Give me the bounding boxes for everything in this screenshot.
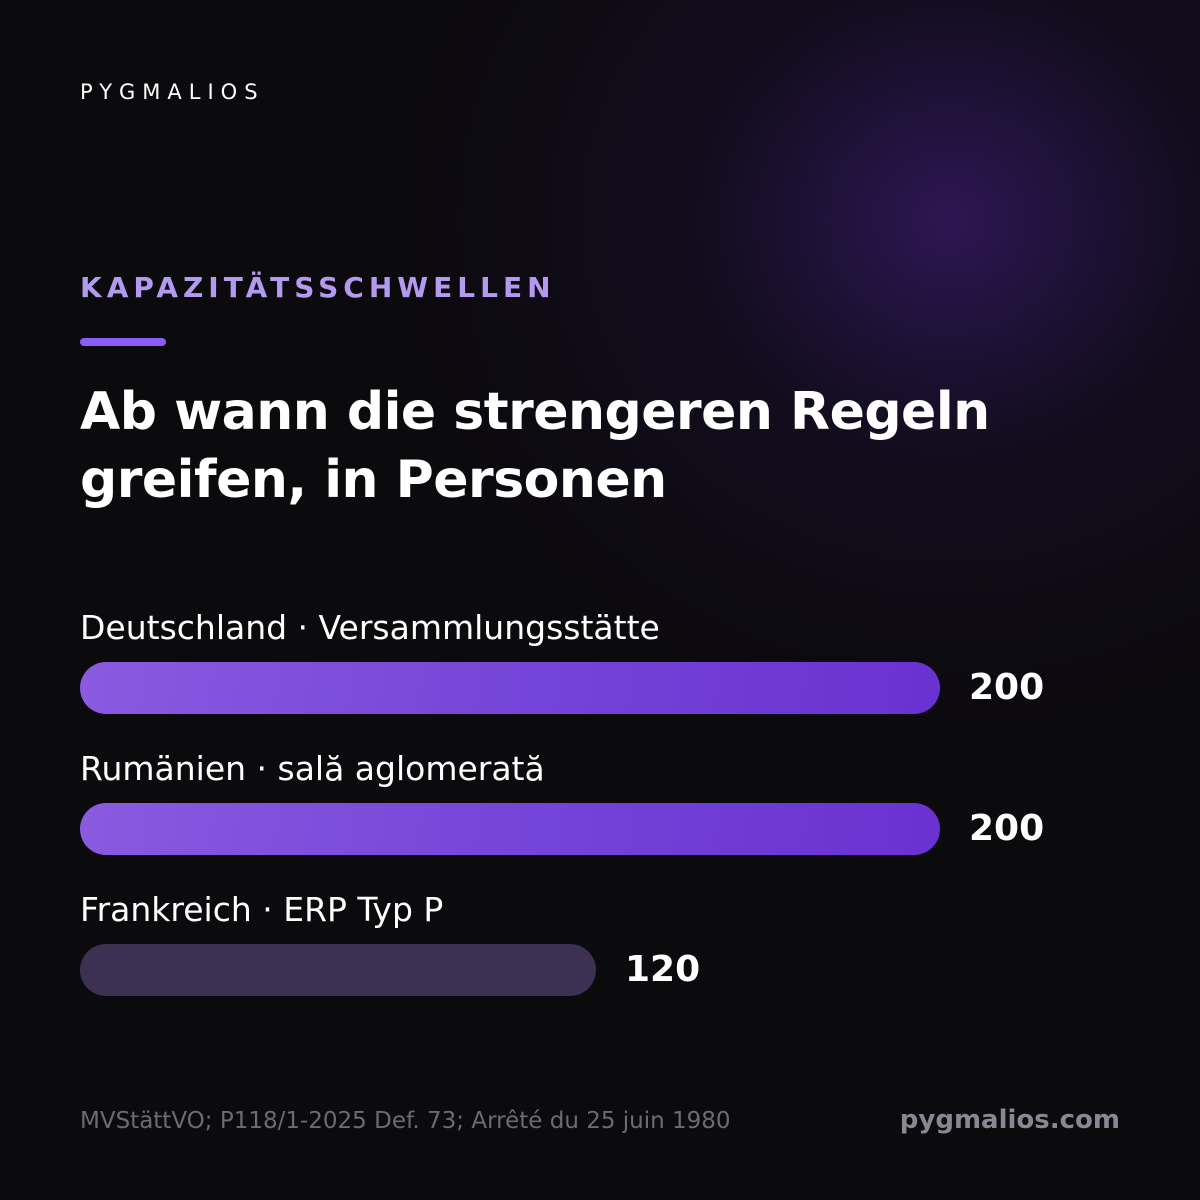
- section-kicker: KAPAZITÄTSSCHWELLEN: [80, 271, 556, 304]
- bar: [80, 803, 940, 855]
- kicker-accent-rule: [80, 338, 166, 346]
- website-link[interactable]: pygmalios.com: [899, 1105, 1120, 1135]
- bar-label: Rumänien · sală aglomerată: [80, 749, 545, 788]
- bar-value-label: 200: [969, 667, 1045, 708]
- bar: [80, 944, 596, 996]
- bar-value-label: 120: [625, 949, 701, 990]
- bar: [80, 662, 940, 714]
- bar-label: Frankreich · ERP Typ P: [80, 890, 444, 929]
- source-note: MVStättVO; P118/1-2025 Def. 73; Arrêté d…: [80, 1108, 731, 1134]
- chart-headline: Ab wann die strengeren Regeln greifen, i…: [80, 382, 990, 510]
- bar-value-label: 200: [969, 808, 1045, 849]
- brand-logo: PYGMALIOS: [80, 80, 265, 104]
- bar-label: Deutschland · Versammlungsstätte: [80, 608, 660, 647]
